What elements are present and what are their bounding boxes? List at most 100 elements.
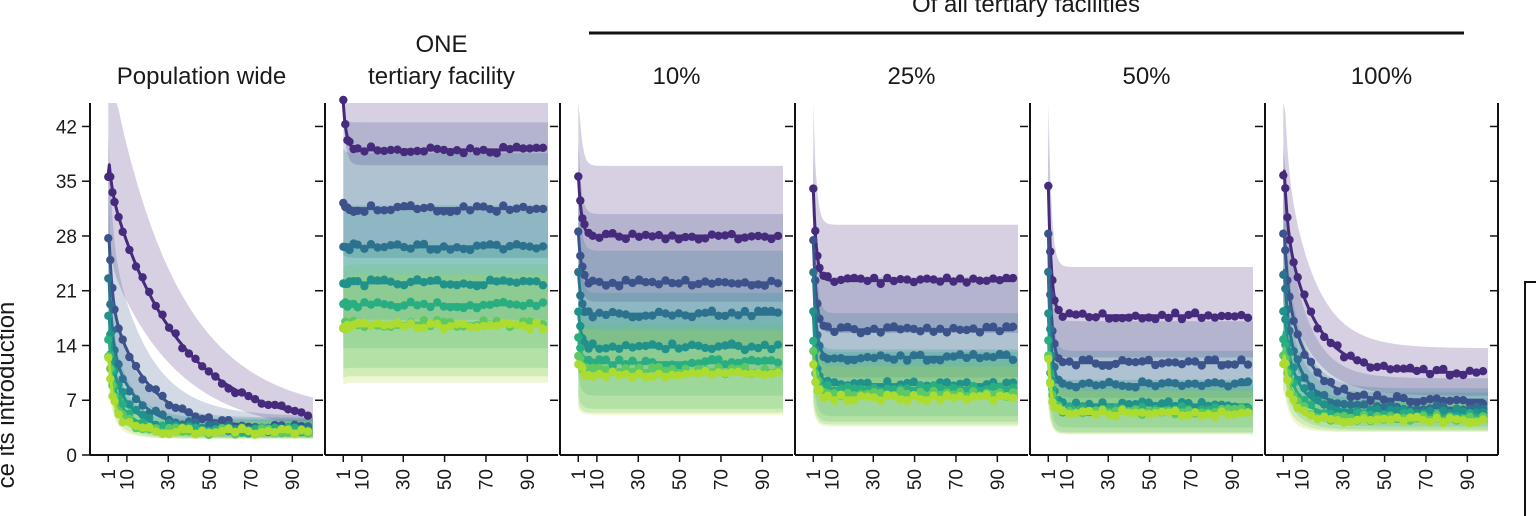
point <box>1177 360 1187 369</box>
point <box>138 401 147 410</box>
point <box>439 242 448 251</box>
point <box>512 142 521 151</box>
point <box>654 362 664 372</box>
point <box>1144 410 1154 419</box>
point <box>1230 312 1240 321</box>
point <box>1326 403 1336 413</box>
point <box>433 245 442 254</box>
point <box>1210 412 1220 421</box>
point <box>889 391 899 401</box>
point <box>1406 397 1415 407</box>
point <box>1326 414 1336 424</box>
point <box>538 298 548 307</box>
point <box>856 354 865 363</box>
point <box>151 301 160 311</box>
point <box>538 281 548 290</box>
point <box>1098 380 1107 389</box>
point <box>1465 366 1475 375</box>
point <box>1243 313 1253 322</box>
point <box>1289 316 1298 326</box>
point <box>1300 395 1309 405</box>
point <box>929 327 938 336</box>
point <box>1333 416 1342 425</box>
point <box>621 234 630 244</box>
point <box>615 370 624 380</box>
point <box>204 428 213 437</box>
point <box>519 241 528 251</box>
point <box>1151 409 1160 418</box>
x-tick-label: 50 <box>1375 469 1396 490</box>
point <box>760 340 769 350</box>
point <box>836 390 846 399</box>
point <box>1412 398 1422 407</box>
point <box>204 413 213 422</box>
point <box>380 242 389 252</box>
point <box>158 421 167 430</box>
point <box>989 382 998 392</box>
point <box>608 307 617 317</box>
point <box>1281 246 1290 255</box>
point <box>916 275 925 284</box>
point <box>588 372 597 381</box>
point <box>830 277 839 287</box>
point <box>472 282 482 291</box>
point <box>1058 406 1067 416</box>
point <box>419 278 429 287</box>
point <box>1478 367 1488 376</box>
point <box>1197 313 1206 323</box>
figure-ylabel: ce its introduction <box>0 302 20 489</box>
point <box>1353 392 1362 401</box>
point <box>1300 406 1309 415</box>
point <box>850 355 859 365</box>
point <box>773 308 783 317</box>
point <box>171 428 180 437</box>
point <box>687 312 697 322</box>
point <box>446 322 455 331</box>
point <box>1313 368 1322 377</box>
point <box>360 281 369 291</box>
point <box>1138 377 1147 386</box>
point <box>1346 400 1355 409</box>
point <box>1313 395 1322 405</box>
x-tick-label: 10 <box>822 469 843 490</box>
point <box>576 291 585 300</box>
point <box>151 406 160 415</box>
point <box>118 335 127 344</box>
point <box>366 320 376 330</box>
point <box>1098 361 1107 370</box>
point <box>843 388 852 398</box>
point <box>1333 387 1342 396</box>
point <box>654 342 664 351</box>
point <box>654 307 664 316</box>
point <box>1412 412 1422 421</box>
point <box>1452 404 1461 413</box>
point <box>406 201 415 210</box>
point <box>1078 379 1087 388</box>
point <box>366 142 376 151</box>
point <box>532 143 541 152</box>
point <box>1432 401 1441 410</box>
band-series-4 <box>1048 243 1253 428</box>
point <box>681 232 690 242</box>
point <box>648 311 657 320</box>
point <box>668 231 677 240</box>
point <box>178 344 187 353</box>
point <box>1320 376 1329 386</box>
point <box>588 276 597 285</box>
point <box>525 242 534 251</box>
point <box>576 196 585 205</box>
point <box>224 384 233 393</box>
point <box>1058 357 1067 367</box>
point <box>916 327 925 336</box>
point <box>694 279 703 289</box>
point <box>574 172 583 181</box>
point <box>499 318 508 327</box>
point <box>1320 413 1329 422</box>
point <box>1091 381 1101 390</box>
point <box>131 405 141 415</box>
point <box>1293 273 1302 282</box>
point <box>106 300 115 309</box>
point <box>574 333 583 342</box>
point <box>1197 411 1206 421</box>
point <box>1419 396 1428 406</box>
